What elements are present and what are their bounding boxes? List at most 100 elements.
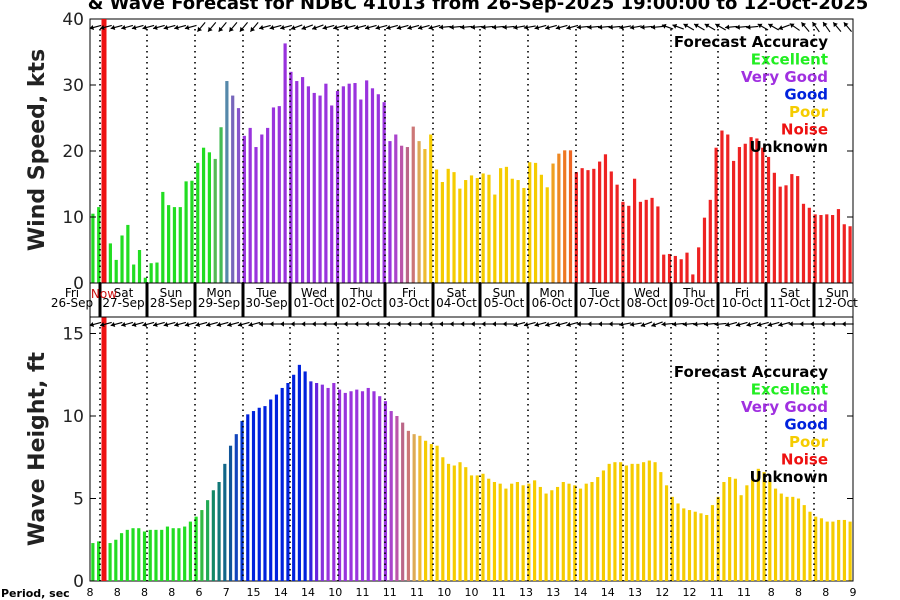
direction-arrow [767,321,780,328]
data-bar [790,174,794,283]
direction-arrow [89,321,102,328]
period-value: 11 [492,586,506,599]
data-bar [343,392,347,581]
date-label: 03-Oct [389,296,430,310]
direction-arrow [555,321,568,328]
direction-arrow [651,321,663,328]
direction-arrow [110,321,123,328]
period-value: 12 [655,586,669,599]
legend-entry: Unknown [750,138,828,156]
data-bar [114,259,118,283]
data-bar [335,90,340,283]
data-bar [644,199,648,283]
now-marker [101,317,107,581]
direction-arrow [661,23,674,30]
data-bar [762,472,766,581]
day-label: Fri [65,286,79,300]
data-bar [609,171,613,283]
data-bar [516,180,520,283]
data-bar [761,147,765,283]
data-bar [533,480,537,581]
direction-arrow [142,24,155,31]
data-bar [773,488,778,581]
now-marker [101,19,107,283]
data-bar [619,462,623,581]
data-bar [126,224,130,283]
data-bar [440,182,444,283]
data-bar [778,186,782,283]
data-bar [417,141,421,283]
data-bar [211,490,215,581]
direction-arrow [778,24,790,31]
data-bar [274,394,279,581]
period-value: 8 [114,586,121,599]
date-label: 11-Oct [770,296,811,310]
data-bar [312,92,316,283]
data-bar [676,503,680,581]
y-tick-label: 20 [62,142,84,162]
direction-arrow [449,321,462,327]
direction-arrow [343,321,356,327]
date-label: 12-Oct [817,296,858,310]
data-bar [378,396,382,581]
data-bar [590,482,594,581]
data-bar [347,83,351,284]
direction-arrow [693,321,706,327]
direction-arrow [715,23,726,31]
data-bar [91,543,95,581]
period-row: 8 8 8 8 6 7 15 14 14 10 11 11 11 10 10 11 13 13 14 14 13 12 12… [87,586,857,599]
data-bar [504,166,509,283]
direction-arrow [311,24,324,31]
data-bar [807,207,811,283]
data-bar [406,430,410,581]
data-bar [664,485,669,581]
direction-arrow [110,24,123,31]
data-bar [435,445,439,581]
direction-arrow [492,321,504,327]
direction-arrow [216,321,229,328]
data-bar [682,508,686,581]
data-bar [184,181,188,283]
data-bar [376,94,380,284]
day-label: Wed [634,286,660,300]
data-bar [469,175,474,283]
data-bar [522,187,526,283]
data-bar [527,483,531,581]
period-value: 15 [247,586,261,599]
direction-arrow [672,321,685,327]
data-bar [280,387,284,581]
data-bar [848,521,852,581]
date-label: 27-Sep [102,296,144,310]
y-tick-label: 40 [62,10,84,30]
direction-arrow [375,24,388,31]
data-bar [613,462,617,581]
data-bar [601,470,606,581]
legend-entry: Excellent [751,51,828,69]
direction-arrow [301,24,314,31]
data-bar [248,127,252,284]
period-axis-label: Period, sec [1,587,70,600]
data-bar [183,526,187,581]
data-bar [475,178,479,283]
direction-arrow [768,23,779,31]
direction-arrow [248,321,261,328]
legend-entry: Poor [789,103,829,121]
direction-arrow [523,24,536,30]
data-bar [737,147,742,283]
data-bar [137,250,142,283]
data-bar [493,194,497,283]
direction-arrow [99,321,112,328]
date-label: 09-Oct [674,296,715,310]
direction-arrow [333,24,345,31]
data-bar [659,472,663,581]
data-bar [784,185,788,283]
direction-arrow [704,23,716,31]
data-bar [510,483,514,581]
data-bar [200,510,204,581]
data-bar [318,95,322,283]
data-bar [306,86,311,283]
day-label: Mon [539,286,564,300]
data-bar [315,383,319,581]
direction-arrow [343,24,356,31]
